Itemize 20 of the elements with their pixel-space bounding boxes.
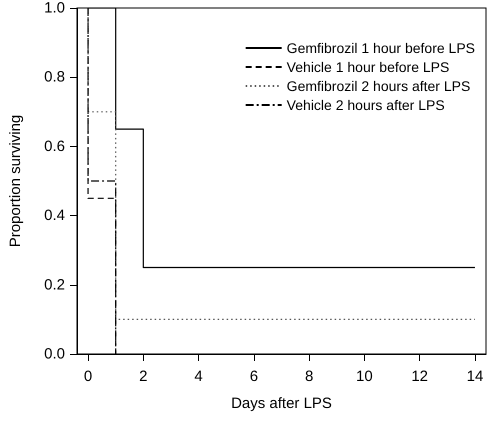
- y-tick-label: 0.6: [44, 138, 65, 155]
- x-tick-label: 14: [466, 368, 484, 385]
- x-tick-label: 10: [356, 368, 373, 385]
- y-tick-label: 1.0: [44, 0, 65, 16]
- legend-label: Gemfibrozil 1 hour before LPS: [286, 40, 476, 56]
- x-tick-label: 12: [411, 368, 428, 385]
- y-tick-label: 0.4: [44, 207, 65, 224]
- x-tick-label: 4: [194, 368, 203, 385]
- y-tick-label: 0.0: [44, 346, 65, 362]
- legend-label: Gemfibrozil 2 hours after LPS: [286, 78, 470, 94]
- y-axis-title: Proportion surviving: [7, 114, 24, 248]
- x-axis-title: Days after LPS: [231, 395, 332, 412]
- x-tick-label: 2: [139, 368, 148, 385]
- legend-label: Vehicle 2 hours after LPS: [286, 97, 445, 113]
- x-tick-label: 0: [84, 368, 92, 385]
- x-tick-label: 8: [304, 368, 314, 385]
- x-tick-label: 6: [250, 368, 258, 385]
- legend-label: Vehicle 1 hour before LPS: [286, 59, 450, 75]
- y-tick-label: 0.8: [44, 68, 65, 86]
- y-tick-label: 0.2: [44, 276, 65, 294]
